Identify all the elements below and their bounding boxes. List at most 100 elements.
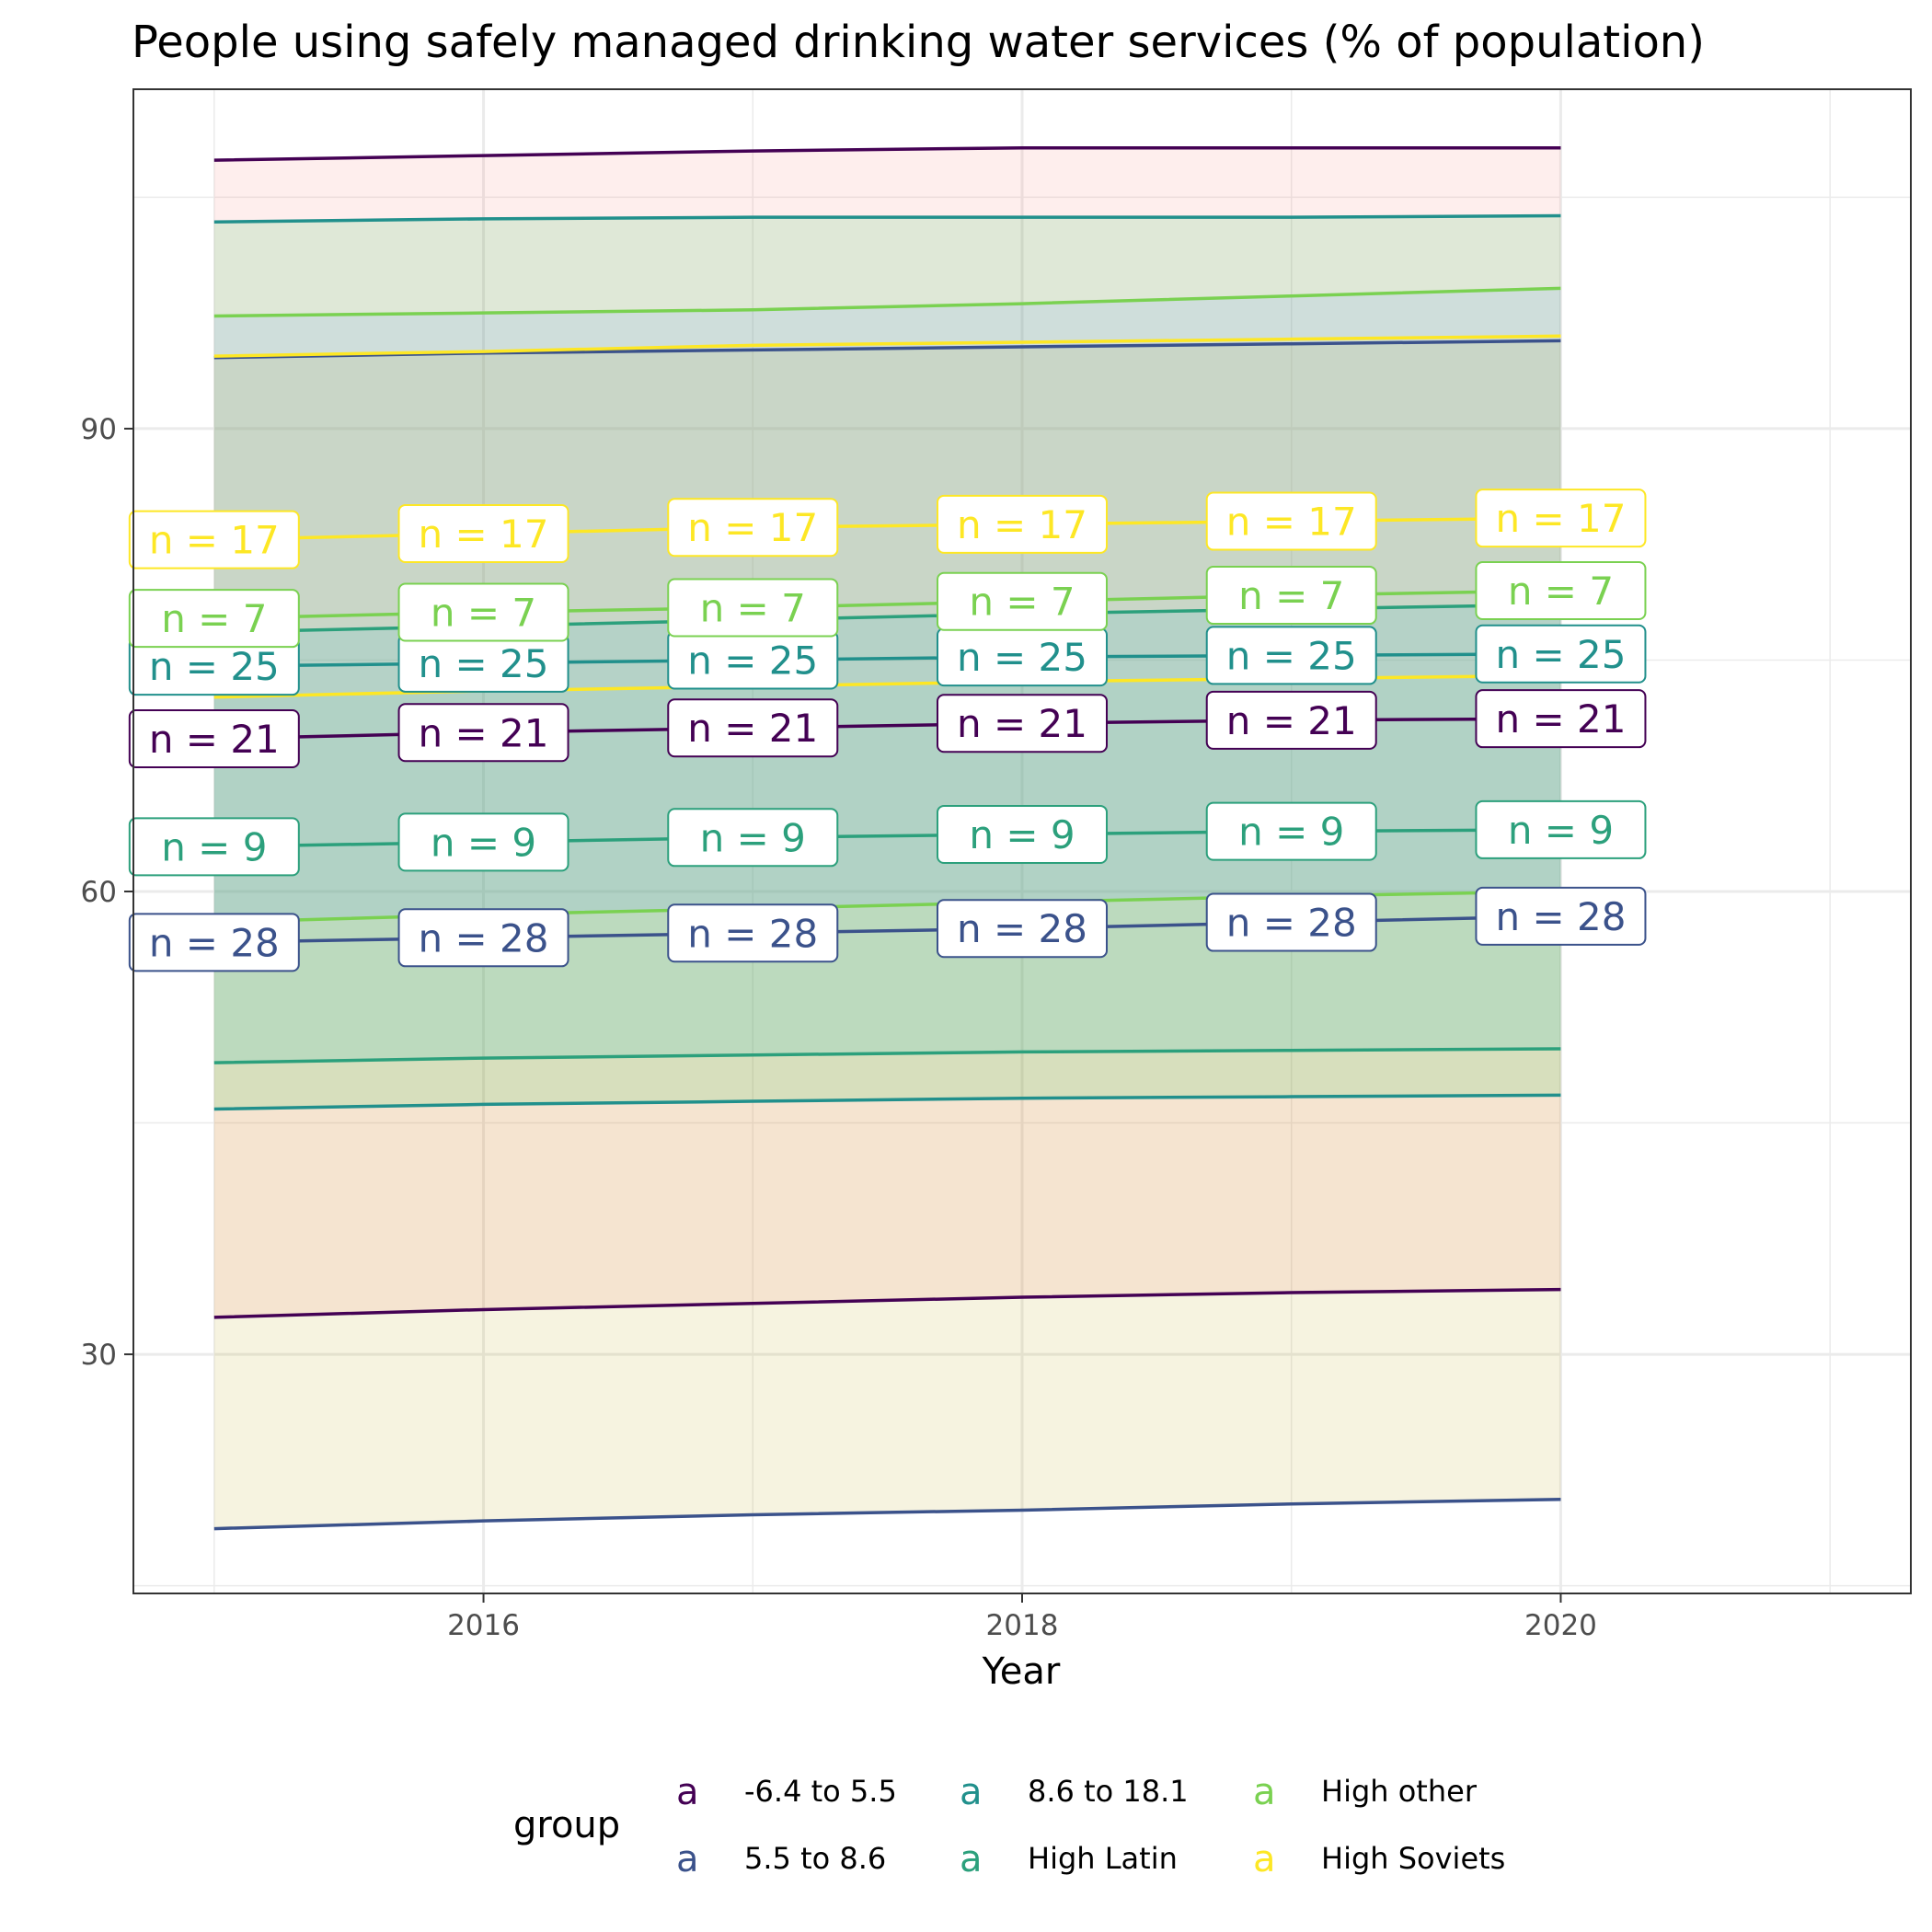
n-label-0-3: n = 21	[937, 694, 1108, 753]
n-label-text: n = 28	[687, 911, 818, 956]
n-label-box	[1205, 491, 1377, 551]
n-label-text: n = 7	[1508, 569, 1614, 614]
legend-label: High Latin	[1028, 1841, 1178, 1876]
x-tick-label: 2020	[1524, 1609, 1597, 1642]
legend-label: 8.6 to 18.1	[1028, 1774, 1189, 1809]
n-label-0-1: n = 21	[397, 703, 569, 763]
legend-item-2: a 8.6 to 18.1	[960, 1771, 1189, 1813]
n-label-box	[1475, 886, 1647, 946]
n-label-1-3: n = 28	[937, 899, 1108, 959]
series-3-lower-line	[213, 1047, 1561, 1064]
n-label-0-2: n = 21	[667, 698, 839, 758]
n-label-box	[667, 903, 839, 963]
legend-label: 5.5 to 8.6	[744, 1841, 886, 1876]
n-label-text: n = 21	[1226, 698, 1357, 743]
legend-title: group	[513, 1804, 620, 1846]
n-label-2-3: n = 25	[937, 627, 1108, 687]
n-label-box	[1205, 690, 1377, 750]
n-label-box	[397, 703, 569, 763]
n-label-4-3: n = 7	[937, 571, 1108, 631]
n-label-3-3: n = 9	[937, 804, 1108, 864]
n-label-1-4: n = 28	[1205, 892, 1377, 952]
legend-label: High Soviets	[1321, 1841, 1505, 1876]
chart-title: People using safely managed drinking wat…	[132, 17, 1705, 68]
y-axis: 30 60 90	[81, 413, 133, 1372]
n-label-text: n = 17	[419, 512, 549, 557]
n-label-box	[128, 510, 300, 569]
n-label-4-2: n = 7	[667, 578, 839, 638]
series-2-upper-line	[213, 213, 1561, 224]
n-label-1-0: n = 28	[128, 913, 300, 972]
n-label-box	[397, 812, 569, 872]
x-tick-label: 2018	[986, 1609, 1059, 1642]
legend-key: a	[960, 1838, 983, 1880]
n-label-text: n = 28	[419, 915, 549, 960]
legend-key: a	[1253, 1838, 1276, 1880]
n-label-box	[937, 571, 1108, 631]
n-label-text: n = 25	[149, 644, 280, 689]
series-0-lower-line	[213, 1287, 1561, 1319]
legend-key: a	[960, 1771, 983, 1813]
n-label-box	[667, 808, 839, 868]
n-label-1-2: n = 28	[667, 903, 839, 963]
n-label-text: n = 28	[1495, 894, 1626, 939]
legend: group a -6.4 to 5.5 a 5.5 to 8.6 a 8.6 to 18.…	[513, 1771, 1505, 1880]
n-label-5-2: n = 17	[667, 498, 839, 558]
n-label-3-1: n = 9	[397, 812, 569, 872]
series-5-upper-line	[213, 334, 1561, 358]
n-label-4-4: n = 7	[1205, 566, 1377, 626]
n-label-box	[1475, 561, 1647, 620]
series-4-upper-line	[213, 286, 1561, 318]
n-label-text: n = 7	[1238, 573, 1344, 618]
n-label-box	[1475, 689, 1647, 749]
n-label-box	[1205, 566, 1377, 626]
n-label-text: n = 17	[149, 518, 280, 563]
n-label-text: n = 25	[419, 641, 549, 686]
n-label-text: n = 17	[1226, 500, 1357, 545]
n-label-0-0: n = 21	[128, 708, 300, 768]
n-label-box	[667, 698, 839, 758]
n-label-text: n = 17	[957, 502, 1087, 547]
legend-key: a	[1253, 1771, 1276, 1813]
legend-item-1: a 5.5 to 8.6	[676, 1838, 886, 1880]
n-label-text: n = 21	[957, 701, 1087, 746]
n-label-text: n = 21	[149, 717, 280, 762]
n-label-5-4: n = 17	[1205, 491, 1377, 551]
n-label-box	[667, 578, 839, 638]
n-label-text: n = 25	[687, 638, 818, 683]
n-label-text: n = 28	[149, 920, 280, 965]
band-0	[213, 147, 1561, 1317]
n-label-box	[667, 498, 839, 558]
n-label-text: n = 25	[957, 635, 1087, 680]
legend-label: -6.4 to 5.5	[744, 1774, 897, 1809]
legend-key: a	[676, 1838, 699, 1880]
n-label-text: n = 21	[419, 710, 549, 755]
n-label-text: n = 7	[700, 585, 806, 630]
n-label-3-5: n = 9	[1475, 799, 1647, 859]
n-label-5-3: n = 17	[937, 494, 1108, 554]
n-label-4-0: n = 7	[128, 589, 300, 649]
n-label-5-5: n = 17	[1475, 489, 1647, 548]
series-0-upper-line	[213, 145, 1561, 162]
n-label-box	[1205, 892, 1377, 952]
n-label-text: n = 25	[1226, 633, 1357, 678]
n-label-box	[128, 708, 300, 768]
series-1-lower-line	[213, 1497, 1561, 1531]
x-tick-label: 2016	[447, 1609, 520, 1642]
n-label-text: n = 17	[687, 505, 818, 550]
n-label-5-0: n = 17	[128, 510, 300, 569]
n-label-text: n = 9	[431, 820, 536, 865]
x-axis-title: Year	[982, 1650, 1061, 1693]
n-label-3-4: n = 9	[1205, 801, 1377, 861]
n-label-text: n = 28	[957, 906, 1087, 951]
n-label-3-0: n = 9	[128, 817, 300, 877]
n-label-0-4: n = 21	[1205, 690, 1377, 750]
n-label-1-5: n = 28	[1475, 886, 1647, 946]
n-label-box	[1475, 624, 1647, 684]
n-label-2-5: n = 25	[1475, 624, 1647, 684]
n-label-text: n = 7	[969, 580, 1075, 625]
n-label-text: n = 9	[700, 815, 806, 860]
n-label-box	[397, 908, 569, 968]
n-label-box	[1205, 626, 1377, 685]
n-label-4-1: n = 7	[397, 582, 569, 642]
